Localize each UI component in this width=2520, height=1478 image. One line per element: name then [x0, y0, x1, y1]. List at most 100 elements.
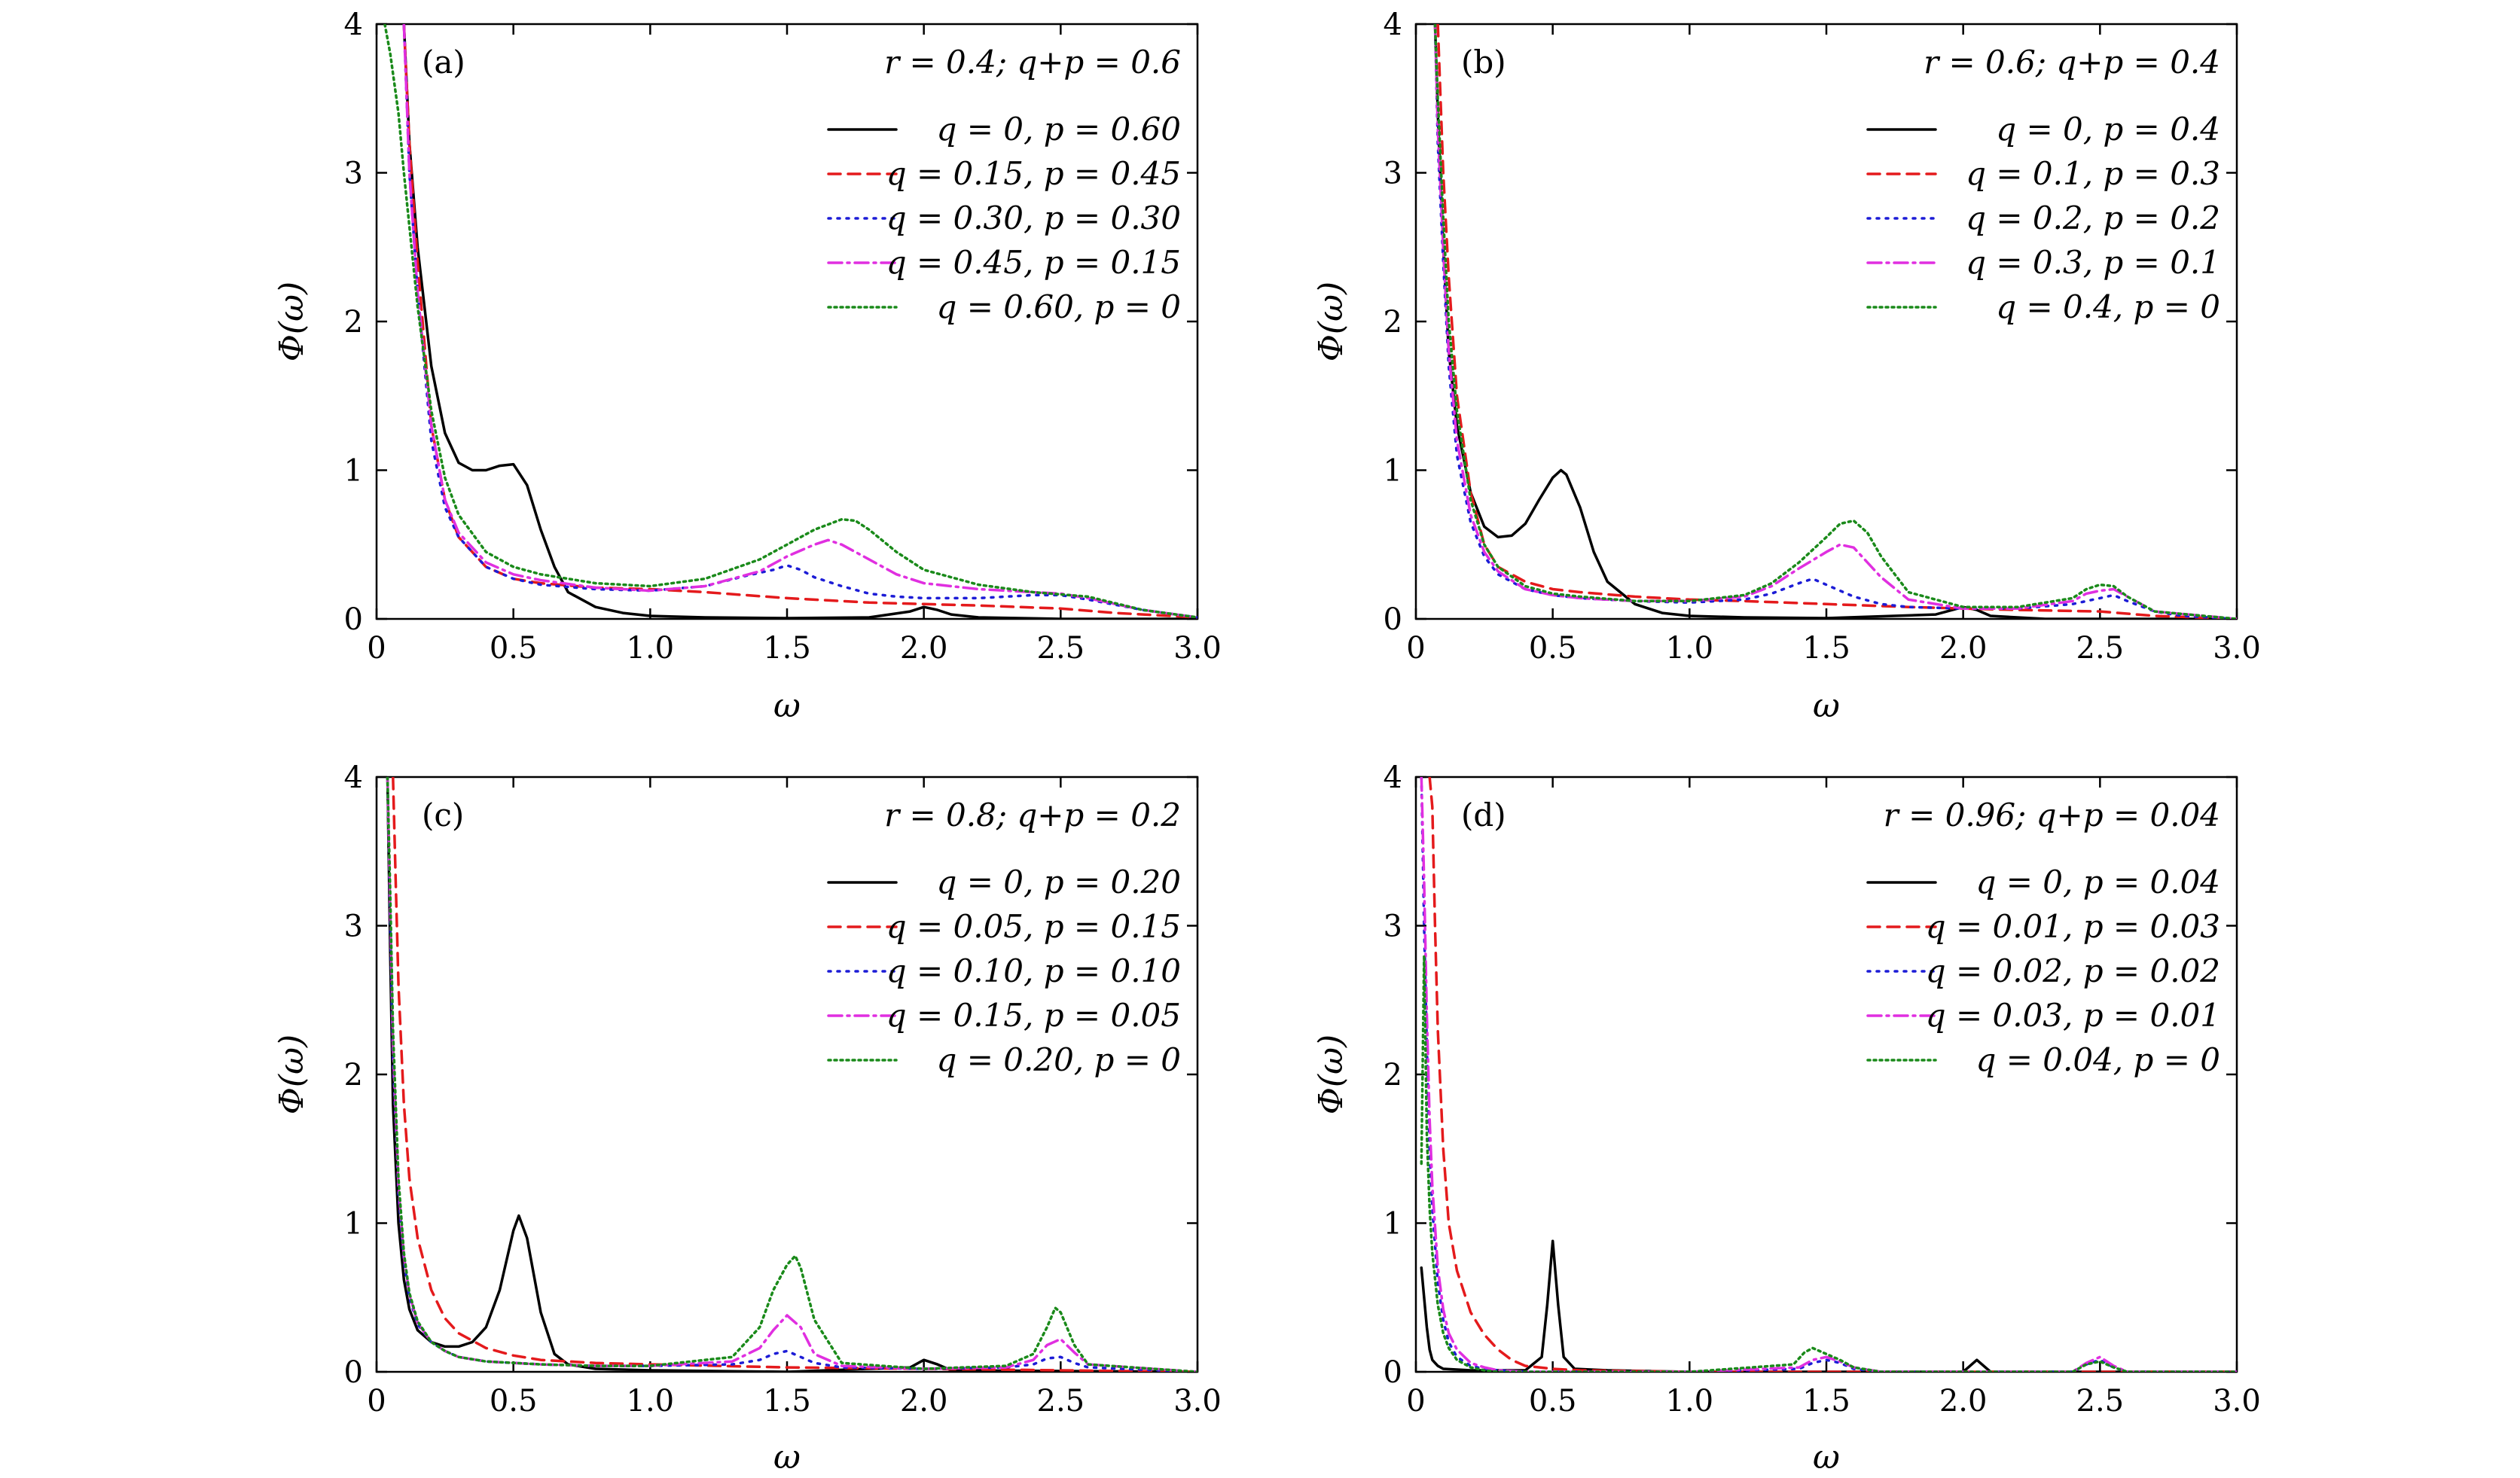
legend-label: q = 0.02, p = 0.02	[1926, 952, 2220, 989]
y-tick-label: 3	[344, 910, 363, 944]
x-tick-label: 1.0	[1666, 1384, 1714, 1419]
y-tick-label: 2	[1384, 1058, 1402, 1093]
x-axis-label: ω	[773, 687, 801, 725]
legend: q = 0, p = 0.20 q = 0.05, p = 0.15 q = 0.1…	[827, 864, 1182, 1078]
x-tick-label: 2.0	[900, 1384, 948, 1419]
series-line	[1420, 954, 2237, 1372]
legend-label: q = 0, p = 0.4	[1996, 111, 2220, 148]
series-line	[402, 24, 1197, 619]
legend-label: q = 0.4, p = 0	[1996, 288, 2220, 325]
legend-label: q = 0.20, p = 0	[937, 1041, 1182, 1078]
panel-label: (b)	[1461, 44, 1506, 81]
y-axis-label: Φ(ω)	[273, 1035, 311, 1114]
series-line	[392, 777, 1197, 1372]
y-tick-label: 4	[1384, 8, 1402, 42]
y-tick-label: 0	[1384, 602, 1402, 637]
x-tick-label: 1.0	[1666, 631, 1714, 666]
params-label: r = 0.6; q+p = 0.4	[1924, 44, 2220, 81]
series-line	[386, 777, 1197, 1372]
curve-group	[1433, 24, 2237, 619]
panel-a: 0 0.5 1.0 1.5 2.0 2.5 3.0 0 1 2 3 4 (a) r = 0.4; q+…	[273, 8, 1222, 725]
panel-d: 0 0.5 1.0 1.5 2.0 2.5 3.0 0 1 2 3 4 (d) r = 0.96; q…	[1312, 760, 2261, 1476]
legend-label: q = 0.1, p = 0.3	[1966, 155, 2220, 192]
legend-label: q = 0.04, p = 0	[1976, 1041, 2221, 1078]
legend: q = 0, p = 0.4 q = 0.1, p = 0.3 q = 0.2, p…	[1866, 111, 2220, 325]
tick-group: 0 0.5 1.0 1.5 2.0 2.5 3.0 0 1 2 3 4	[344, 760, 1222, 1419]
y-tick-label: 0	[344, 602, 363, 637]
panel-label: (d)	[1461, 797, 1506, 833]
x-axis-label: ω	[773, 1438, 801, 1475]
x-tick-label: 0.5	[1529, 631, 1577, 666]
y-axis-label: Φ(ω)	[1312, 282, 1350, 361]
legend-label: q = 0.60, p = 0	[937, 288, 1182, 325]
y-axis-label: Φ(ω)	[273, 282, 311, 361]
legend-label: q = 0.15, p = 0.05	[886, 997, 1181, 1034]
tick-group: 0 0.5 1.0 1.5 2.0 2.5 3.0 0 1 2 3 4	[1384, 760, 2261, 1419]
legend-label: q = 0.30, p = 0.30	[886, 200, 1181, 236]
legend: q = 0, p = 0.04 q = 0.01, p = 0.03 q = 0.0…	[1866, 864, 2221, 1078]
y-tick-label: 4	[1384, 760, 1402, 795]
params-label: r = 0.4; q+p = 0.6	[884, 44, 1181, 81]
panel-label: (c)	[422, 797, 464, 833]
x-tick-label: 0	[367, 631, 386, 666]
x-tick-label: 0	[1406, 1384, 1425, 1419]
series-line	[1433, 24, 2237, 619]
curve-group	[383, 24, 1197, 619]
curve-group	[1420, 777, 2237, 1372]
series-line	[383, 24, 1197, 619]
x-tick-label: 1.0	[627, 1384, 675, 1419]
tick-group: 0 0.5 1.0 1.5 2.0 2.5 3.0 0 1 2 3 4	[1384, 8, 2261, 666]
y-tick-label: 3	[344, 157, 363, 191]
x-tick-label: 1.5	[763, 1384, 811, 1419]
legend-label: q = 0.3, p = 0.1	[1966, 244, 2220, 281]
y-tick-label: 3	[1384, 910, 1402, 944]
x-tick-label: 2.5	[2076, 631, 2125, 666]
series-line	[1433, 24, 2237, 619]
params-label: r = 0.96; q+p = 0.04	[1884, 797, 2220, 833]
x-tick-label: 0.5	[490, 631, 538, 666]
curve-group	[386, 777, 1197, 1372]
x-tick-label: 1.5	[1802, 631, 1850, 666]
x-tick-label: 1.0	[627, 631, 675, 666]
legend-label: q = 0.45, p = 0.15	[886, 244, 1181, 281]
series-line	[1420, 1239, 2237, 1372]
y-tick-label: 1	[344, 454, 363, 489]
y-tick-label: 1	[1384, 454, 1402, 489]
y-tick-label: 2	[1384, 305, 1402, 340]
x-axis-label: ω	[1813, 1438, 1840, 1475]
legend-label: q = 0.01, p = 0.03	[1926, 908, 2220, 945]
x-tick-label: 2.0	[900, 631, 948, 666]
x-tick-label: 2.5	[1037, 1384, 1085, 1419]
y-tick-label: 3	[1384, 157, 1402, 191]
x-tick-label: 3.0	[2213, 1384, 2261, 1419]
y-tick-label: 4	[344, 8, 363, 42]
legend-label: q = 0.15, p = 0.45	[886, 155, 1181, 192]
legend-label: q = 0.05, p = 0.15	[886, 908, 1181, 945]
tick-group: 0 0.5 1.0 1.5 2.0 2.5 3.0 0 1 2 3 4	[344, 8, 1222, 666]
y-tick-label: 0	[1384, 1355, 1402, 1390]
x-tick-label: 3.0	[1173, 1384, 1222, 1419]
series-line	[1420, 777, 2237, 1372]
x-tick-label: 2.0	[1939, 1384, 1988, 1419]
legend: q = 0, p = 0.60 q = 0.15, p = 0.45 q = 0.3…	[827, 111, 1182, 325]
legend-label: q = 0.2, p = 0.2	[1966, 200, 2220, 236]
params-label: r = 0.8; q+p = 0.2	[884, 797, 1181, 833]
series-line	[402, 24, 1197, 619]
y-tick-label: 1	[344, 1207, 363, 1242]
y-axis-label: Φ(ω)	[1312, 1035, 1350, 1114]
x-tick-label: 3.0	[2213, 631, 2261, 666]
x-tick-label: 0	[1406, 631, 1425, 666]
x-tick-label: 0.5	[1529, 1384, 1577, 1419]
x-tick-label: 2.5	[2076, 1384, 2125, 1419]
y-tick-label: 4	[344, 760, 363, 795]
series-line	[402, 24, 1197, 619]
y-tick-label: 0	[344, 1355, 363, 1390]
series-line	[1433, 24, 2237, 619]
y-tick-label: 2	[344, 305, 363, 340]
x-tick-label: 2.0	[1939, 631, 1988, 666]
x-tick-label: 0	[367, 1384, 386, 1419]
legend-label: q = 0.03, p = 0.01	[1926, 997, 2220, 1034]
x-tick-label: 3.0	[1173, 631, 1222, 666]
legend-label: q = 0.10, p = 0.10	[886, 952, 1181, 989]
x-tick-label: 1.5	[763, 631, 811, 666]
